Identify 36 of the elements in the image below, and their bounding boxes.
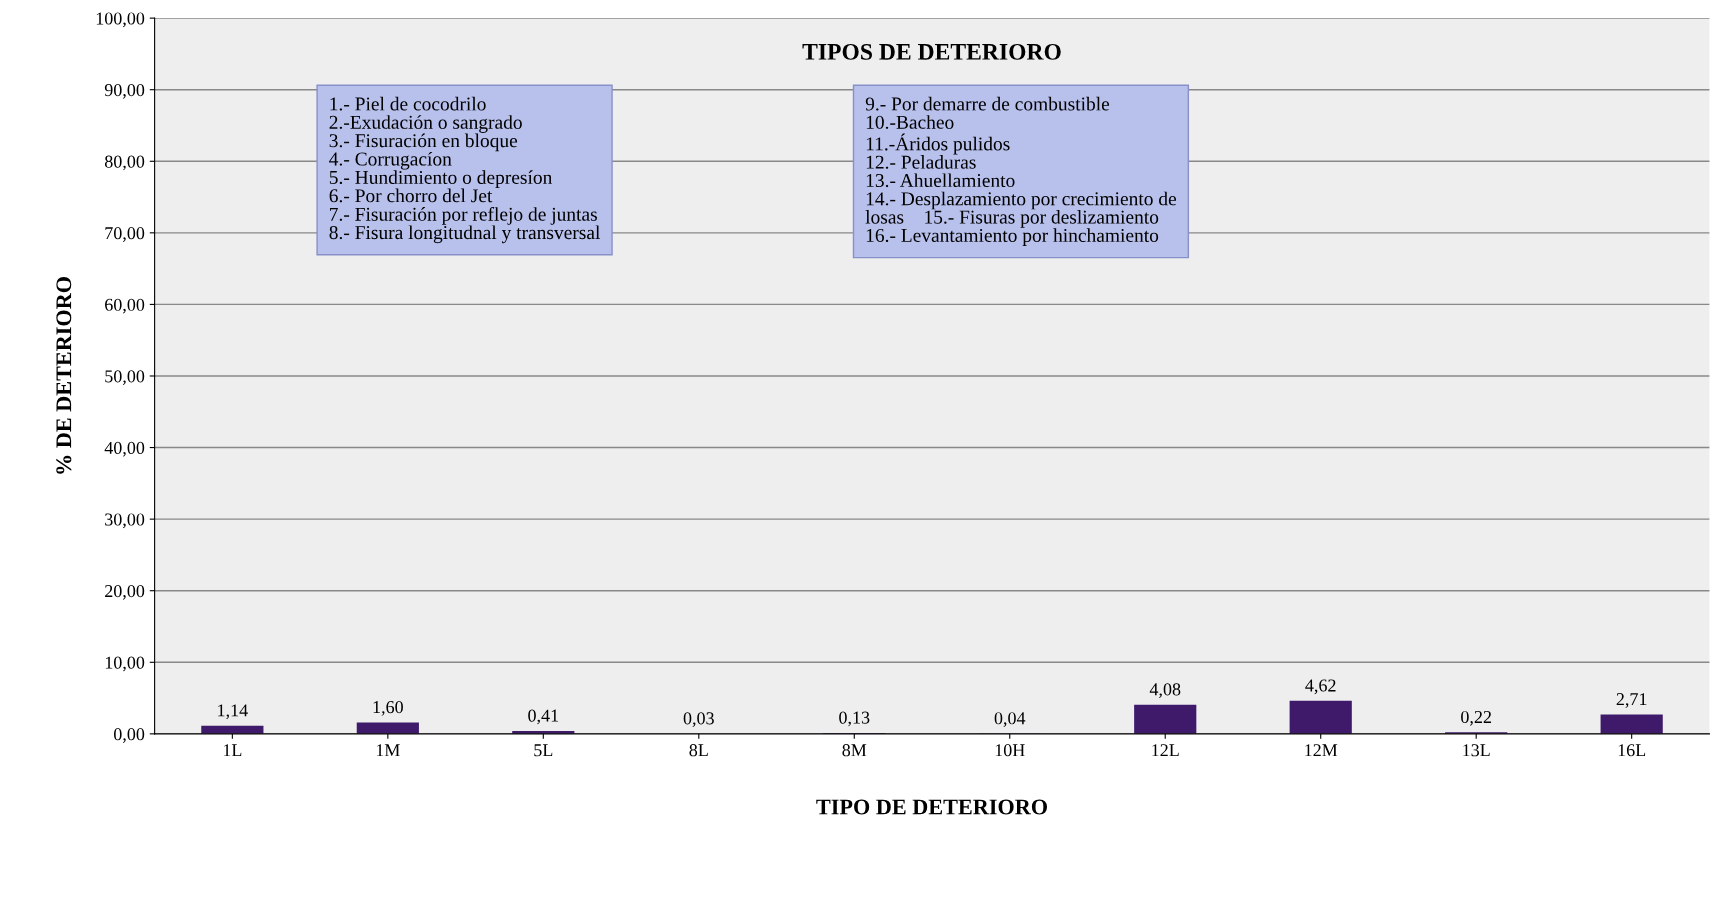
data-label: 0,22	[1461, 710, 1491, 726]
y-tick-label: 70,00	[105, 227, 145, 242]
y-tick-label: 80,00	[104, 155, 145, 171]
y-tick-label: 100,00	[96, 12, 145, 28]
annotation: 1.- Piel de cocodrilo 2.-Exudación o sangrado 3.- Fisuración en bloque 4.- Corrugacíon 5.- Hundimiento o depresíon 6.- Por chorro del Jet 7.- Fisuración por reflejo de juntas 8.- Fisura longitudnal y transversal	[329, 96, 600, 244]
x-tick-label: 5L	[534, 744, 553, 757]
x-tick-label: 8L	[689, 744, 708, 757]
y-tick-label: 20,00	[105, 584, 145, 600]
x-tick-label: 10H	[995, 744, 1025, 757]
data-label: 4,62	[1305, 679, 1336, 695]
x-tick-label: 12M	[1305, 744, 1338, 757]
annotation: 9.- Por demarre de combustible 10.-Bacheo 11.-Áridos pulidos 12.- Peladuras 13.- Ahuellamiento 14.- Desplazamiento por crecimiento de losas 15.- Fisuras por deslizamiento 16.- Levantamiento por hinchamiento	[865, 96, 1177, 246]
text: TIPOS DE DETERIORO	[802, 43, 1061, 60]
y-tick-label: 90,00	[104, 83, 145, 99]
x-tick-label: 1M	[376, 744, 400, 757]
y-tick-label: 0,00	[113, 728, 145, 743]
x-tick-label: 16L	[1618, 744, 1646, 757]
y-axis-title: % DE DETERIORO	[56, 277, 72, 474]
data-label: 1,14	[218, 704, 248, 720]
data-label: 0,13	[839, 711, 870, 727]
y-tick-label: 40,00	[104, 441, 145, 457]
y-tick-label: 30,00	[105, 513, 145, 529]
data-label: 0,03	[683, 712, 714, 728]
data-label: 2,71	[1616, 693, 1647, 708]
data-label: 1,60	[373, 701, 403, 716]
data-label: 4,08	[1149, 683, 1181, 699]
y-tick-label: 60,00	[105, 298, 145, 314]
x-axis-title: TIPO DE DETERIORO	[816, 799, 1047, 815]
x-tick-label: 1L	[223, 744, 242, 757]
y-tick-label: 50,00	[105, 370, 145, 386]
data-label: 0,41	[528, 709, 559, 725]
x-tick-label: 8M	[842, 744, 867, 757]
y-tick-label: 10,00	[105, 656, 145, 672]
x-tick-label: 13L	[1463, 744, 1490, 757]
data-label: 0,04	[994, 712, 1026, 727]
x-tick-label: 12L	[1152, 744, 1179, 757]
